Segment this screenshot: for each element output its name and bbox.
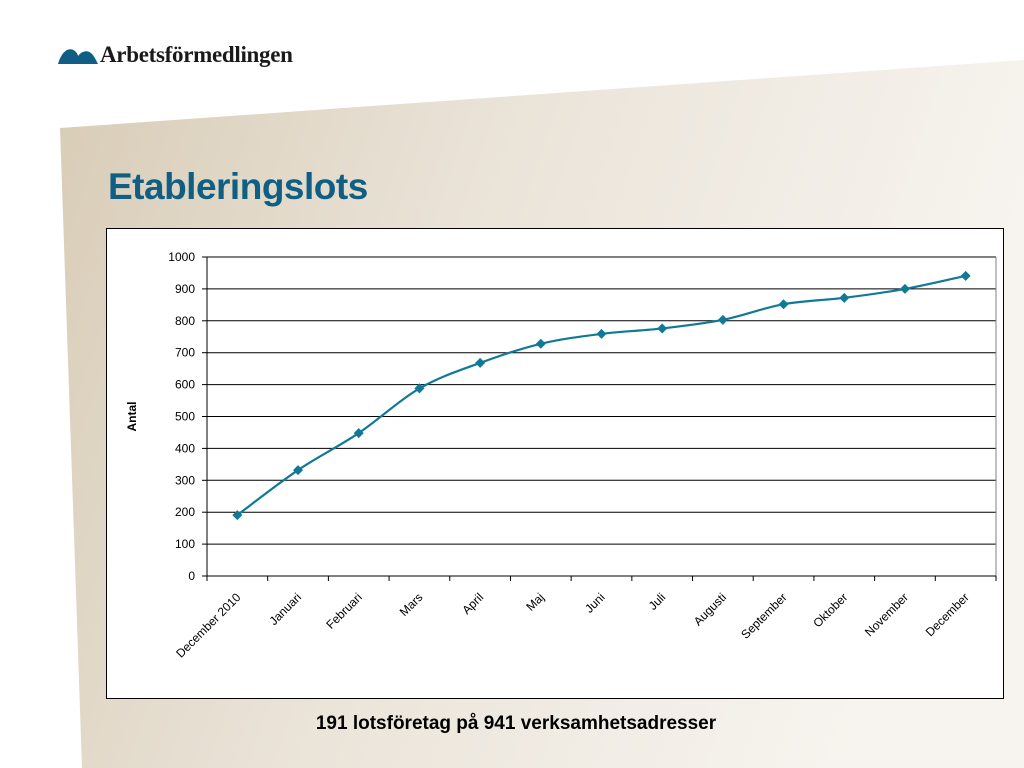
x-tick-label: December <box>923 590 972 639</box>
data-point-marker <box>596 328 607 339</box>
line-chart-frame: 0 100 200 300 400 500 600 700 800 900 1000 Antal Dec… <box>106 228 1004 699</box>
y-axis-title: Antal <box>125 402 139 432</box>
y-tick-label: 200 <box>175 505 195 519</box>
x-tick-label: November <box>862 590 911 639</box>
brand-name: Arbetsförmedlingen <box>100 42 293 67</box>
x-tick-label: Juli <box>646 590 669 613</box>
y-tick-label: 500 <box>175 410 195 424</box>
x-tick-label: Februari <box>323 590 364 631</box>
y-tick-label: 600 <box>175 378 195 392</box>
data-point-marker <box>717 314 728 325</box>
x-tick-label: December 2010 <box>173 590 244 661</box>
y-tick-label: 100 <box>175 537 195 551</box>
data-point-marker <box>475 357 486 368</box>
y-tick-label: 300 <box>175 473 195 487</box>
page-title: Etableringslots <box>108 166 368 207</box>
series-line <box>236 274 966 516</box>
y-tick-label: 800 <box>175 314 195 328</box>
line-chart: 0 100 200 300 400 500 600 700 800 900 1000 Antal Dec… <box>125 250 997 661</box>
data-point-marker <box>535 338 546 349</box>
x-tick-label: Juni <box>582 590 607 615</box>
x-tick-label: Oktober <box>810 590 850 630</box>
arbetsformedlingen-logo-mark-icon <box>58 49 98 64</box>
x-tick-label: Maj <box>523 590 547 614</box>
data-point-marker <box>657 323 668 334</box>
x-tick-label: Mars <box>397 590 426 619</box>
x-tick-label: April <box>459 590 486 617</box>
data-point-marker <box>232 510 243 521</box>
x-tick-label: Augusti <box>691 590 729 628</box>
x-tick-label: Januari <box>266 590 304 628</box>
y-tick-label: 400 <box>175 441 195 455</box>
data-point-marker <box>899 283 910 294</box>
brand-logo: Arbetsförmedlingen <box>58 38 293 72</box>
data-point-marker <box>960 270 971 281</box>
y-tick-label: 1000 <box>168 250 195 264</box>
chart-caption: 191 lotsföretag på 941 verksamhetsadress… <box>315 713 717 734</box>
x-tick-label: September <box>738 590 789 641</box>
data-point-marker <box>778 299 789 310</box>
data-point-marker <box>353 428 364 439</box>
y-tick-label: 700 <box>175 346 195 360</box>
y-tick-label: 900 <box>175 282 195 296</box>
data-point-marker <box>839 292 850 303</box>
data-point-marker <box>414 383 425 394</box>
data-point-marker <box>293 465 304 476</box>
y-tick-label: 0 <box>188 569 195 583</box>
